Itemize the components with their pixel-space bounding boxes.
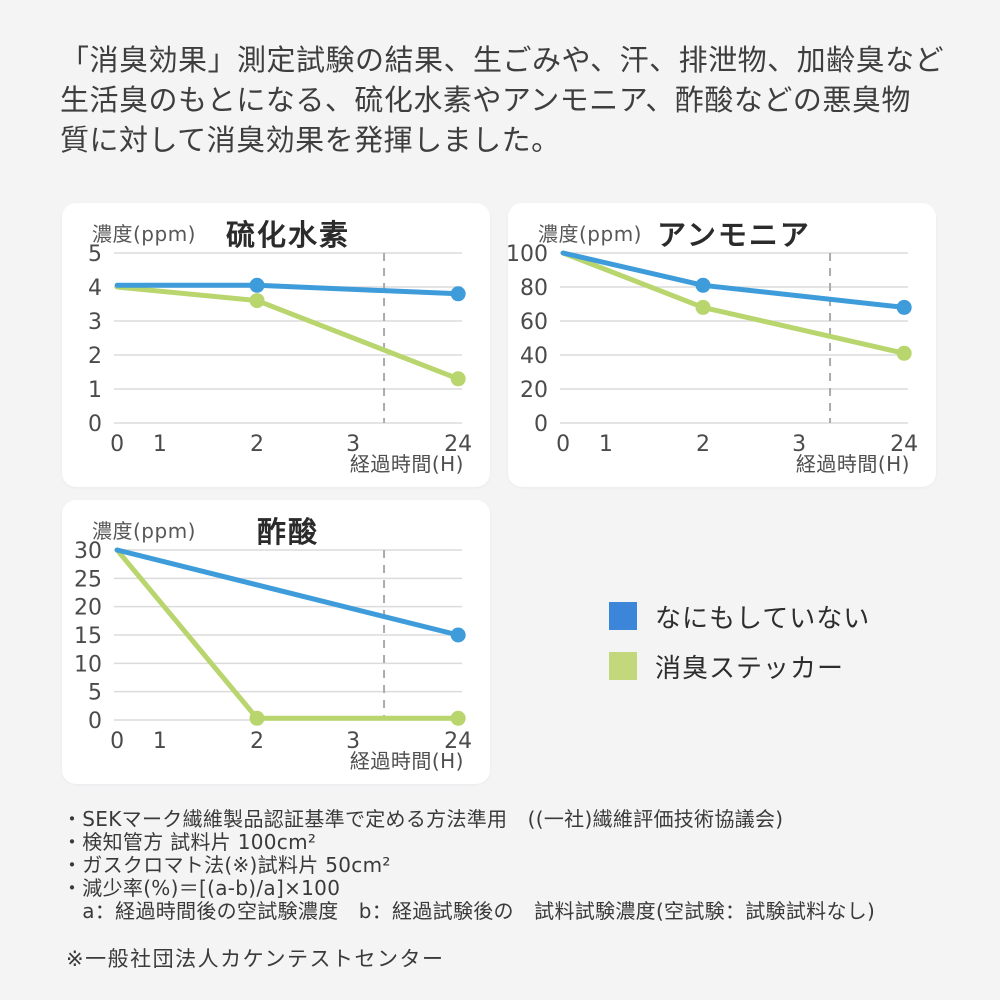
y-axis-label: 濃度(ppm) <box>92 519 196 543</box>
y-tick-label: 3 <box>88 310 102 335</box>
data-point <box>249 710 265 726</box>
y-tick-label: 4 <box>88 276 102 301</box>
x-tick-label: 2 <box>696 432 710 457</box>
y-tick-label: 2 <box>88 344 102 369</box>
data-point <box>896 345 912 361</box>
y-tick-label: 40 <box>520 344 548 369</box>
legend-label: 消臭ステッカー <box>655 653 845 684</box>
legend-item-untreated: なにもしていない <box>609 602 870 634</box>
series-line <box>114 547 461 638</box>
series-line <box>114 284 461 382</box>
x-tick-label: 2 <box>250 432 264 457</box>
x-tick-label: 0 <box>110 729 124 754</box>
y-tick-label: 80 <box>520 276 548 301</box>
data-point <box>695 299 711 315</box>
testing-center-note: ※一般社団法人カケンテストセンター <box>66 947 445 971</box>
x-tick-label: 1 <box>153 432 167 457</box>
series-line <box>114 547 461 721</box>
data-point <box>450 286 466 302</box>
y-tick-label: 30 <box>74 539 102 564</box>
x-tick-label: 1 <box>599 432 613 457</box>
x-axis-label: 経過時間(H) <box>795 452 910 476</box>
y-tick-label: 20 <box>520 378 548 403</box>
data-point <box>249 293 265 309</box>
legend-label: なにもしていない <box>655 603 871 634</box>
x-tick-label: 3 <box>792 432 806 457</box>
x-tick-label: 2 <box>250 729 264 754</box>
chart-card-hydrogen-sulfide: 0 1 2 3 4 5 0 1 2 3 24 濃度(ppm) 硫化水素 経過時間(H) <box>62 203 490 487</box>
chart-title: 硫化水素 <box>225 218 350 252</box>
chart-title: アンモニア <box>657 218 811 252</box>
y-axis-label: 濃度(ppm) <box>92 222 196 246</box>
y-tick-label: 60 <box>520 310 548 335</box>
data-point <box>450 371 466 387</box>
data-point <box>695 277 711 293</box>
y-tick-label: 5 <box>88 681 102 706</box>
legend-swatch-blue <box>609 602 637 630</box>
x-tick-label: 24 <box>444 432 472 457</box>
data-point <box>450 627 466 643</box>
legend: なにもしていない 消臭ステッカー <box>609 602 870 702</box>
chart-canvas-hydrogen-sulfide: 0 1 2 3 4 5 0 1 2 3 24 <box>88 242 472 457</box>
x-tick-label: 0 <box>110 432 124 457</box>
x-tick-label: 24 <box>444 729 472 754</box>
y-tick-label: 0 <box>88 412 102 437</box>
x-tick-label: 0 <box>556 432 570 457</box>
y-tick-label: 20 <box>74 596 102 621</box>
y-tick-label: 25 <box>74 567 102 592</box>
y-tick-label: 100 <box>508 242 548 267</box>
y-tick-label: 0 <box>88 709 102 734</box>
chart-card-ammonia: 0 20 40 60 80 100 0 1 2 3 24 濃度(ppm) アンモニア 経過時間(H) <box>508 203 936 487</box>
y-tick-label: 15 <box>74 624 102 649</box>
y-axis-label: 濃度(ppm) <box>538 222 642 246</box>
series-line <box>560 250 907 310</box>
legend-swatch-green <box>609 652 637 680</box>
chart-canvas-ammonia: 0 20 40 60 80 100 0 1 2 3 24 <box>508 242 918 457</box>
x-tick-label: 3 <box>346 729 360 754</box>
data-point <box>249 277 265 293</box>
chart-card-acetic-acid: 0 5 10 15 20 25 30 0 1 2 3 24 濃度(ppm) 酢酸 経過時間(H) <box>62 500 490 784</box>
header-text: 「消臭効果」測定試験の結果、生ごみや、汗、排泄物、加齢臭など 生活臭のもとになる… <box>60 43 945 157</box>
footnotes: ・SEKマーク繊維製品認証基準で定める方法準用 ((一社)繊維評価技術協議会) … <box>62 807 876 923</box>
y-tick-label: 0 <box>534 412 548 437</box>
y-tick-label: 1 <box>88 378 102 403</box>
data-point <box>896 299 912 315</box>
y-tick-label: 5 <box>88 242 102 267</box>
x-tick-label: 24 <box>890 432 918 457</box>
legend-item-deodorant-sticker: 消臭ステッカー <box>609 652 870 684</box>
x-tick-label: 1 <box>153 729 167 754</box>
x-tick-label: 3 <box>346 432 360 457</box>
data-point <box>450 710 466 726</box>
chart-title: 酢酸 <box>256 515 319 549</box>
x-axis-label: 経過時間(H) <box>349 452 464 476</box>
x-axis-label: 経過時間(H) <box>349 749 464 773</box>
y-tick-label: 10 <box>74 652 102 677</box>
